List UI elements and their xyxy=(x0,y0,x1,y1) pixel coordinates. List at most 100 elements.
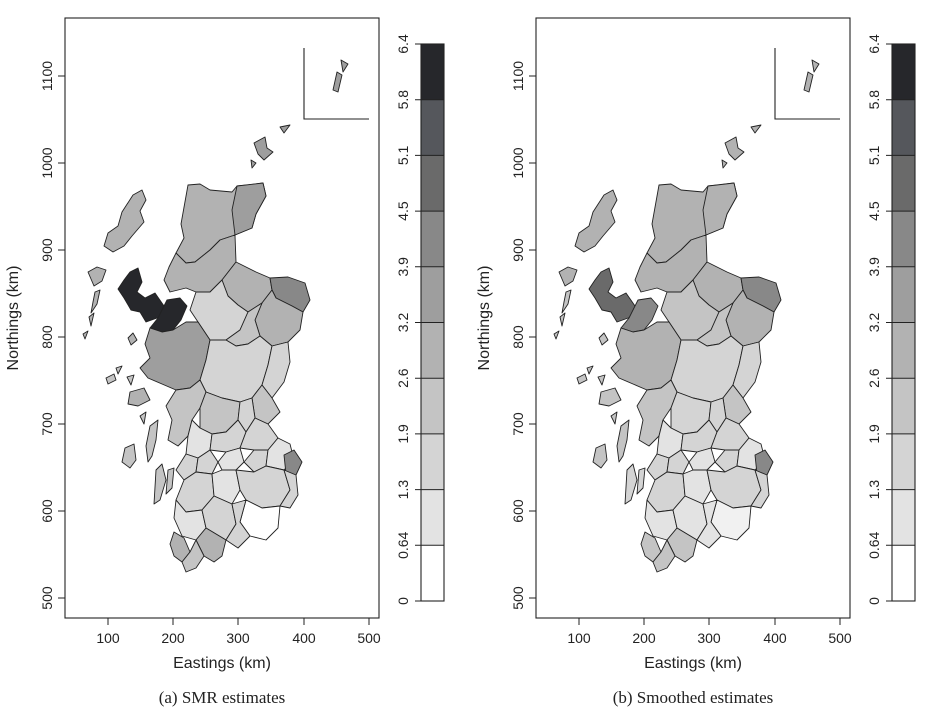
x-tick-label: 400 xyxy=(292,630,316,646)
region xyxy=(588,267,636,323)
region xyxy=(261,341,291,399)
region xyxy=(553,330,560,340)
legend-label: 3.2 xyxy=(395,313,411,333)
region xyxy=(117,267,165,323)
x-tick-label: 200 xyxy=(632,630,656,646)
legend-swatch xyxy=(421,433,444,490)
legend-swatch xyxy=(421,489,444,546)
y-tick-label: 500 xyxy=(39,586,55,610)
y-tick-label: 900 xyxy=(39,238,55,262)
y-axis: 500 600 700 800 900 1000 1100 xyxy=(39,61,65,610)
region xyxy=(340,59,349,73)
panel-caption: (b) Smoothed estimates xyxy=(613,688,774,707)
x-axis-title: Eastings (km) xyxy=(173,655,271,672)
region xyxy=(721,159,728,169)
legend-label: 4.5 xyxy=(395,201,411,221)
x-axis: 100 200 300 400 500 xyxy=(96,618,381,646)
region xyxy=(610,321,682,391)
legend-label: 5.1 xyxy=(866,145,882,165)
legend-swatch xyxy=(892,99,915,156)
region xyxy=(127,332,138,346)
region xyxy=(87,266,107,287)
region xyxy=(139,411,147,425)
region xyxy=(90,289,101,314)
region xyxy=(750,124,762,134)
region xyxy=(803,71,814,93)
y-tick-label: 700 xyxy=(510,412,526,436)
legend-label: 2.6 xyxy=(866,368,882,388)
panel-caption: (a) SMR estimates xyxy=(159,688,286,707)
legend-label: 2.6 xyxy=(395,368,411,388)
x-axis-title: Eastings (km) xyxy=(644,655,742,672)
region xyxy=(250,159,257,169)
legend-swatch xyxy=(892,155,915,212)
legend-label: 0 xyxy=(395,597,411,605)
y-tick-label: 1100 xyxy=(39,61,55,91)
legend-label: 1.9 xyxy=(395,424,411,444)
region xyxy=(561,289,572,314)
region xyxy=(82,330,89,340)
region xyxy=(696,499,722,549)
y-tick-label: 600 xyxy=(510,499,526,523)
legend-swatch xyxy=(421,44,444,100)
legend-label: 6.4 xyxy=(395,34,411,54)
panel-a-axes: 100 200 300 400 500 500 600 700 800 900 1000 1100 xyxy=(39,61,381,646)
y-axis-title: Northings (km) xyxy=(5,266,22,371)
region xyxy=(332,71,343,93)
legend-swatch xyxy=(892,44,915,100)
legend-swatch xyxy=(421,266,444,323)
region xyxy=(127,387,151,407)
region xyxy=(636,467,646,495)
y-axis-title: Northings (km) xyxy=(476,266,493,371)
legend-label: 1.3 xyxy=(395,480,411,500)
legend-label: 3.9 xyxy=(866,257,882,277)
panel-smr-estimates xyxy=(64,17,380,619)
x-tick-label: 200 xyxy=(161,630,185,646)
x-tick-label: 100 xyxy=(96,630,120,646)
y-axis: 500 600 700 800 900 1000 1100 xyxy=(510,61,536,610)
region xyxy=(88,312,95,327)
region xyxy=(105,373,117,385)
region xyxy=(121,443,137,469)
region xyxy=(598,332,609,346)
x-tick-label: 400 xyxy=(763,630,787,646)
x-tick-label: 300 xyxy=(226,630,250,646)
legend-swatch xyxy=(892,378,915,434)
x-tick-label: 100 xyxy=(567,630,591,646)
region xyxy=(592,443,608,469)
region xyxy=(103,189,147,253)
panel-b-axes: 100 200 300 400 500 500 600 700 800 900 1000 1100 xyxy=(510,61,852,646)
region xyxy=(624,463,638,505)
legend-label: 1.9 xyxy=(866,424,882,444)
legend-swatch xyxy=(892,211,915,267)
region xyxy=(181,539,205,573)
region xyxy=(750,469,770,509)
region xyxy=(145,419,159,463)
region xyxy=(574,189,618,253)
x-axis: 100 200 300 400 500 xyxy=(567,618,852,646)
legend-swatch xyxy=(892,489,915,546)
region xyxy=(724,136,745,161)
legend-label: 5.1 xyxy=(395,145,411,165)
region xyxy=(559,312,566,327)
x-tick-label: 300 xyxy=(697,630,721,646)
y-tick-label: 1000 xyxy=(39,147,55,178)
region xyxy=(616,419,630,463)
x-tick-label: 500 xyxy=(828,630,852,646)
region xyxy=(610,411,618,425)
region xyxy=(225,499,251,549)
color-legend: 0 0.64 1.3 1.9 2.6 3.2 3.9 4.5 5.1 5.8 6.4 xyxy=(395,34,445,605)
y-tick-label: 800 xyxy=(39,325,55,349)
region xyxy=(558,266,578,287)
region xyxy=(702,182,738,236)
legend-label: 3.9 xyxy=(395,257,411,277)
map-frame xyxy=(64,17,380,619)
y-tick-label: 900 xyxy=(510,238,526,262)
region xyxy=(153,463,167,505)
region xyxy=(811,59,820,73)
legend-swatch xyxy=(892,322,915,379)
region xyxy=(652,539,676,573)
legend-swatch xyxy=(892,433,915,490)
y-tick-label: 1100 xyxy=(510,61,526,91)
region xyxy=(576,373,588,385)
